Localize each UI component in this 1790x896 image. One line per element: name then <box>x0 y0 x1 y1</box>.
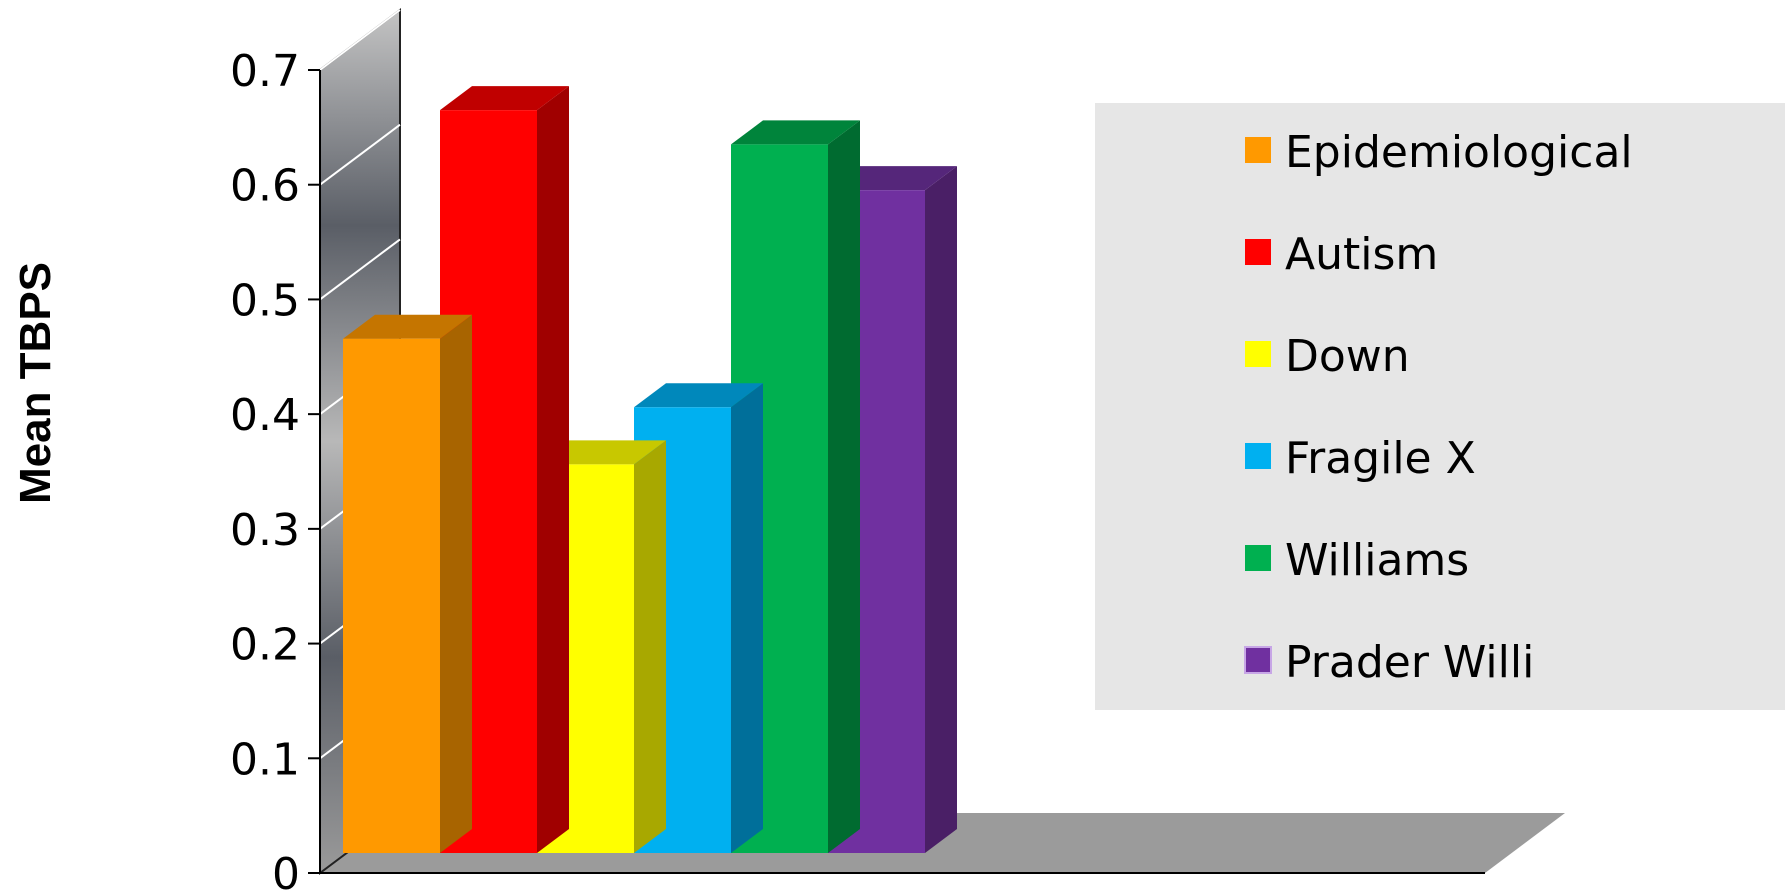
gridline <box>319 238 401 301</box>
bar-top <box>440 86 569 111</box>
legend: Epidemiological Autism Down Fragile X Willia… <box>1095 103 1785 710</box>
bar-side <box>440 314 472 853</box>
legend-label: Down <box>1285 331 1410 382</box>
y-tick-label: 0.7 <box>230 46 300 97</box>
bar-epidemiological <box>343 314 472 853</box>
legend-item: Epidemiological <box>1245 127 1633 178</box>
legend-item: Fragile X <box>1245 433 1476 484</box>
legend-swatch <box>1244 646 1272 674</box>
bar-front <box>343 338 440 853</box>
y-tick-label: 0.2 <box>230 620 300 671</box>
legend-label: Epidemiological <box>1285 127 1633 178</box>
bars <box>343 86 957 854</box>
legend-label: Autism <box>1285 229 1438 280</box>
y-tick-label: 0.4 <box>230 390 300 441</box>
y-tick-label: 0.1 <box>230 734 300 785</box>
legend-item: Down <box>1245 331 1410 382</box>
gridline <box>319 123 401 186</box>
y-tick-label: 0.6 <box>230 161 300 212</box>
y-tick-label: 0.3 <box>230 505 300 556</box>
legend-label: Prader Willi <box>1285 637 1534 688</box>
legend-swatch <box>1245 341 1271 367</box>
bar-top <box>537 440 666 465</box>
y-axis-label: Mean TBPS <box>11 262 60 504</box>
bar-side <box>537 86 569 853</box>
y-tick-label: 0 <box>272 849 300 896</box>
legend-item: Williams <box>1245 535 1469 586</box>
y-tick-labels: 0 0.1 0.2 0.3 0.4 0.5 0.6 0.7 <box>230 46 300 896</box>
y-axis <box>308 69 1485 874</box>
bar-side <box>731 383 763 853</box>
legend-label: Fragile X <box>1285 433 1476 484</box>
legend-swatch <box>1245 545 1271 571</box>
gridline <box>319 9 401 71</box>
legend-item: Prader Willi <box>1244 637 1534 688</box>
bar-top <box>343 314 472 339</box>
legend-swatch <box>1245 443 1271 469</box>
bar-side <box>634 440 666 853</box>
legend-label: Williams <box>1285 535 1469 586</box>
legend-item: Autism <box>1245 229 1438 280</box>
bar-top <box>828 166 957 191</box>
legend-items: Epidemiological Autism Down Fragile X Willia… <box>1244 127 1633 688</box>
bar-side <box>828 120 860 853</box>
legend-swatch <box>1245 137 1271 163</box>
legend-box <box>1095 103 1785 710</box>
legend-swatch <box>1245 239 1271 265</box>
y-tick-label: 0.5 <box>230 275 300 326</box>
bar-top <box>731 120 860 145</box>
bar-side <box>925 166 957 854</box>
bar-top <box>634 383 763 408</box>
plot-area: 0 0.1 0.2 0.3 0.4 0.5 0.6 0.7 <box>230 8 1565 896</box>
